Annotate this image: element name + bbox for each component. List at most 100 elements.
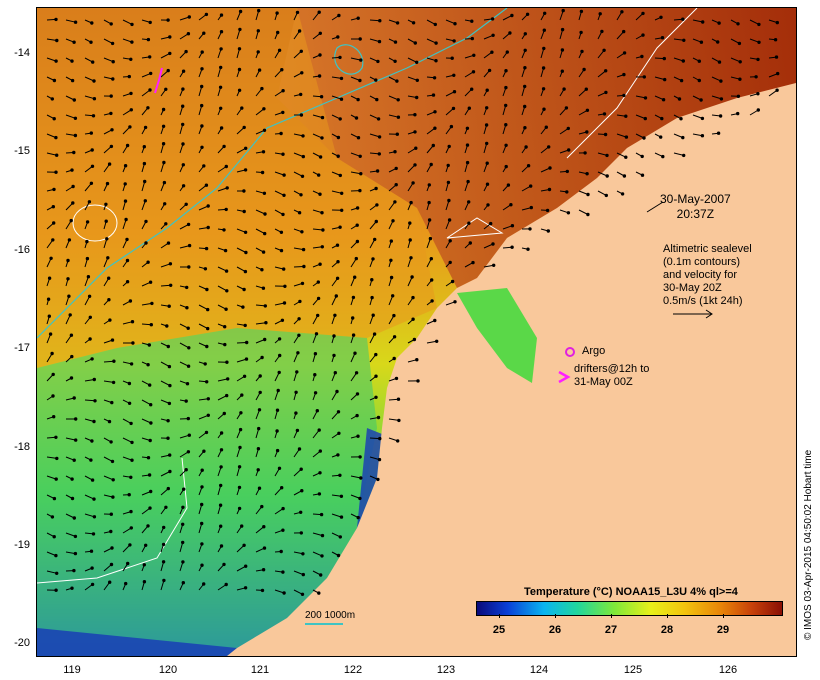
velocity-arrow-head [130,320,135,324]
velocity-arrow-head [300,230,304,234]
velocity-arrow-head [242,125,246,130]
velocity-arrow-head [125,143,130,148]
velocity-arrow-head [129,421,133,426]
velocity-arrow-head [86,275,91,279]
velocity-arrow-head [187,265,191,269]
colorbar-title: Temperature (°C) NOAA15_L3U 4% ql>=4 [524,586,738,598]
velocity-arrow-head [282,591,286,595]
velocity-arrow-head [73,551,78,556]
velocity-arrow-head [144,219,148,224]
velocity-arrow-head [142,161,147,166]
velocity-arrow-head [219,544,224,548]
colorbar-tick: 29 [716,624,730,636]
velocity-arrow-head [336,260,340,264]
velocity-arrow-head [200,145,204,150]
velocity-arrow-head [184,49,188,54]
velocity-arrow-head [374,374,378,378]
velocity-arrow-head [167,401,172,406]
velocity-arrow-head [416,379,420,383]
velocity-arrow-head [354,256,358,261]
velocity-arrow-head [181,184,186,188]
velocity-arrow-head [393,200,397,204]
velocity-arrow-head [181,522,185,526]
lat-tick: -20 [14,637,30,649]
velocity-arrow-head [110,400,114,405]
velocity-arrow-head [580,49,584,54]
velocity-arrow-head [200,103,204,108]
velocity-arrow-head [261,568,266,572]
velocity-arrow-head [123,164,128,168]
velocity-arrow-head [544,125,548,129]
velocity-arrow-head [545,208,550,213]
lon-tick: 121 [250,664,270,676]
velocity-arrow-head [339,515,344,519]
velocity-arrow-head [146,106,150,110]
velocity-arrow-head [716,131,721,135]
velocity-arrow-head [110,128,114,132]
velocity-arrow-head [258,390,262,395]
velocity-arrow-head [335,389,339,394]
velocity-arrow-head [55,456,59,461]
velocity-arrow-head [279,131,283,136]
velocity-arrow-head [257,486,262,490]
velocity-arrow-head [415,60,419,64]
velocity-arrow-head [485,106,489,110]
velocity-arrow-head [449,124,454,129]
velocity-arrow-head [128,125,132,129]
velocity-arrow-head [697,78,701,83]
velocity-arrow-head [358,455,362,459]
velocity-arrow-head [90,439,94,443]
velocity-arrow-head [485,141,489,146]
velocity-arrow-head [353,351,357,355]
velocity-arrow-head [448,239,452,243]
velocity-arrow-head [504,103,508,108]
velocity-arrow-head [67,294,71,298]
velocity-arrow-head [318,449,322,453]
velocity-arrow-head [124,581,128,586]
velocity-arrow-head [510,13,514,18]
velocity-arrow-head [377,39,382,44]
velocity-arrow-head [738,60,742,64]
velocity-arrow-head [47,314,52,318]
lat-tick: -18 [14,441,30,453]
velocity-arrow-head [90,164,95,169]
velocity-arrow-head [166,68,170,73]
velocity-arrow-head [301,572,305,577]
velocity-arrow-head [355,223,359,227]
velocity-arrow-head [504,143,508,148]
velocity-arrow-head [412,337,417,342]
velocity-arrow-head [72,568,76,573]
velocity-arrow-head [206,326,210,331]
velocity-arrow-head [260,588,265,593]
velocity-arrow-head [55,38,59,43]
velocity-arrow-head [206,413,211,417]
velocity-arrow-head [413,113,417,117]
velocity-arrow-head [129,475,133,479]
velocity-arrow-head [340,191,344,196]
velocity-arrow-head [281,110,285,115]
velocity-arrow-head [301,154,305,159]
velocity-arrow-head [624,155,628,159]
velocity-arrow-head [282,267,286,271]
velocity-arrow-head [296,351,300,355]
velocity-arrow-head [392,313,396,318]
velocity-arrow-head [109,529,113,534]
velocity-arrow-head [219,13,224,17]
velocity-arrow-head [299,531,303,535]
velocity-arrow-head [583,151,587,155]
velocity-arrow-head [256,468,260,472]
velocity-arrow-head [640,154,644,159]
velocity-arrow-head [643,116,647,121]
velocity-arrow-head [333,371,337,375]
velocity-arrow-head [204,183,209,187]
velocity-arrow-head [529,205,533,210]
velocity-arrow-head [700,134,705,138]
velocity-arrow-head [186,222,191,227]
velocity-arrow-head [108,580,112,584]
velocity-arrow-head [91,60,95,64]
velocity-arrow-head [200,124,204,128]
velocity-arrow-head [318,262,322,266]
velocity-arrow-head [318,53,322,57]
velocity-arrow-head [586,192,590,197]
velocity-arrow-head [413,163,417,167]
